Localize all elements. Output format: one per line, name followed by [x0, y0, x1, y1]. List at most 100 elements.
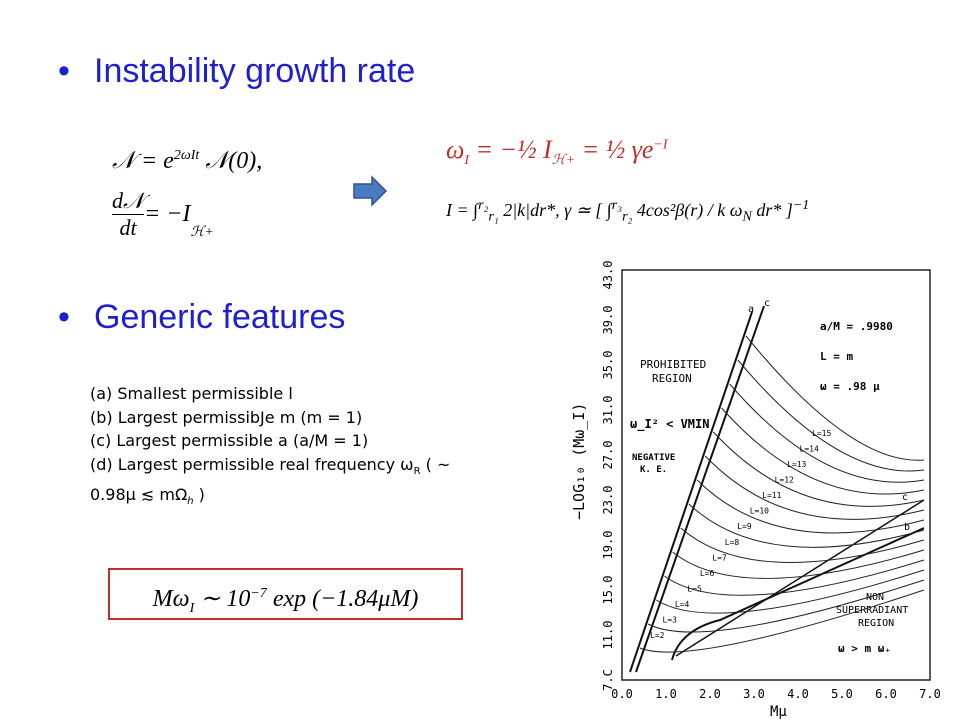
y-tick-label: 31.0 — [601, 396, 615, 425]
axis-label: −LOG₁₀ (Mω_I) — [570, 403, 588, 520]
text-part: = ½ γe — [575, 135, 654, 164]
text-part: ) — [193, 485, 205, 505]
text-part: −1 — [792, 198, 810, 213]
curve-label: L=5 — [687, 584, 702, 593]
text-part: d𝒩 — [112, 188, 145, 215]
curve-label: L=6 — [700, 569, 715, 578]
line-tag: a — [748, 304, 754, 315]
x-tick-label: 2.0 — [699, 687, 721, 701]
curve — [680, 527, 925, 563]
curve — [656, 569, 925, 614]
curve — [737, 359, 925, 472]
text-part: ℋ+ — [190, 225, 214, 240]
region-label: REGION — [652, 372, 692, 385]
equation: ωI = −½ Iℋ+ = ½ γe−I — [446, 135, 668, 169]
boundary — [629, 311, 753, 673]
param-label: ω = .98 μ — [820, 380, 880, 393]
y-tick-label: 7.C — [601, 669, 615, 691]
frame — [621, 269, 931, 681]
curve — [672, 549, 925, 579]
boundary — [635, 305, 765, 673]
text-part: I — [189, 600, 195, 616]
text-part: r₁ — [488, 209, 499, 225]
bullet-title: Instability growth rate — [94, 52, 416, 90]
curve — [639, 589, 925, 653]
text-part: 𝒩(0), — [199, 148, 263, 174]
text-part: h — [187, 496, 194, 508]
text-part: N — [742, 209, 752, 225]
feature-item: 0.98μ ≲ mΩh ) — [90, 483, 450, 514]
line-tag: b — [904, 522, 910, 533]
curve-label: L=13 — [787, 460, 806, 469]
y-tick-label: 27.0 — [601, 441, 615, 470]
curve-label: L=14 — [800, 445, 819, 454]
text-part: Mω — [152, 586, 190, 612]
region-label: SUPERRADIANT — [836, 605, 908, 616]
equation: I = ∫r₂r₁ 2|k|dr*, γ ≃ [ ∫r₃r₂ 4cos²β(r)… — [446, 198, 809, 226]
y-tick-label: 35.0 — [601, 351, 615, 380]
curve-label: L=2 — [650, 631, 665, 640]
feature-item: (b) Largest permissibJe m (m = 1) — [90, 407, 363, 427]
text-part: ∼ 10 — [194, 586, 251, 612]
region-label: REGION — [858, 618, 894, 629]
region-label: PROHIBITED — [640, 358, 706, 371]
y-tick-label: 39.0 — [601, 306, 615, 335]
text-part: I — [464, 153, 470, 169]
equation: 𝒩 = e2ωIt 𝒩(0), — [112, 148, 262, 175]
text-part: R — [413, 465, 421, 477]
y-tick-label: 15.0 — [601, 576, 615, 605]
x-tick-label: 1.0 — [655, 687, 677, 701]
curve-label: L=15 — [812, 429, 831, 438]
region-label: NON — [866, 592, 884, 603]
boundary — [671, 527, 925, 661]
curve — [704, 455, 925, 520]
region-label: NEGATIVE — [632, 453, 675, 463]
arrow-icon — [353, 175, 388, 207]
text-part: r₂ — [478, 198, 489, 213]
equation: d𝒩 dt = −I ℋ+ — [112, 188, 214, 241]
text-part: I = ∫ — [446, 200, 479, 220]
y-tick-label: 43.0 — [601, 261, 615, 290]
region-label: K. E. — [640, 465, 667, 475]
text-part: exp (−1.84μM) — [266, 586, 419, 612]
curve — [664, 559, 925, 596]
text-part: = −I — [144, 201, 191, 227]
curve-label: L=9 — [737, 522, 752, 531]
x-tick-label: 0.0 — [611, 687, 633, 701]
text-part: −7 — [250, 586, 267, 601]
text-part: ℋ+ — [551, 153, 576, 169]
bullet: Generic features — [58, 298, 346, 337]
y-tick-label: 11.0 — [601, 621, 615, 650]
curve-label: L=12 — [775, 476, 794, 485]
curve — [688, 503, 925, 548]
text-part: 𝒩 = e — [112, 148, 174, 174]
x-tick-label: 6.0 — [875, 687, 897, 701]
curve-label: L=11 — [762, 491, 781, 500]
feature-item: (a) Smallest permissible l — [90, 384, 293, 403]
y-tick-label: 23.0 — [601, 486, 615, 515]
bullet-title: Generic features — [94, 298, 346, 336]
curve-label: L=4 — [675, 600, 690, 609]
x-tick-label: 7.0 — [919, 687, 941, 701]
param-label: a/M = .9980 — [820, 320, 893, 333]
text-part: ω — [446, 135, 465, 164]
text-part: r₂ — [622, 209, 633, 225]
curve — [647, 579, 925, 633]
y-tick-label: 19.0 — [601, 531, 615, 560]
x-tick-label: 4.0 — [787, 687, 809, 701]
text-part: 4cos²β(r) / k ω — [632, 200, 743, 220]
line-tag: c — [764, 298, 770, 309]
bullet: Instability growth rate — [58, 52, 416, 91]
curve-label: L=10 — [750, 507, 769, 516]
text-part: 2|k|dr*, γ ≃ [ ∫ — [498, 200, 612, 220]
x-tick-label: 5.0 — [831, 687, 853, 701]
curve — [729, 383, 925, 483]
curve-label: L=3 — [662, 615, 677, 624]
curve — [713, 431, 925, 507]
text-part: r₃ — [611, 198, 623, 213]
text-part: dt — [119, 215, 137, 240]
text-part: ( ~ — [420, 454, 451, 474]
curve — [721, 407, 925, 495]
